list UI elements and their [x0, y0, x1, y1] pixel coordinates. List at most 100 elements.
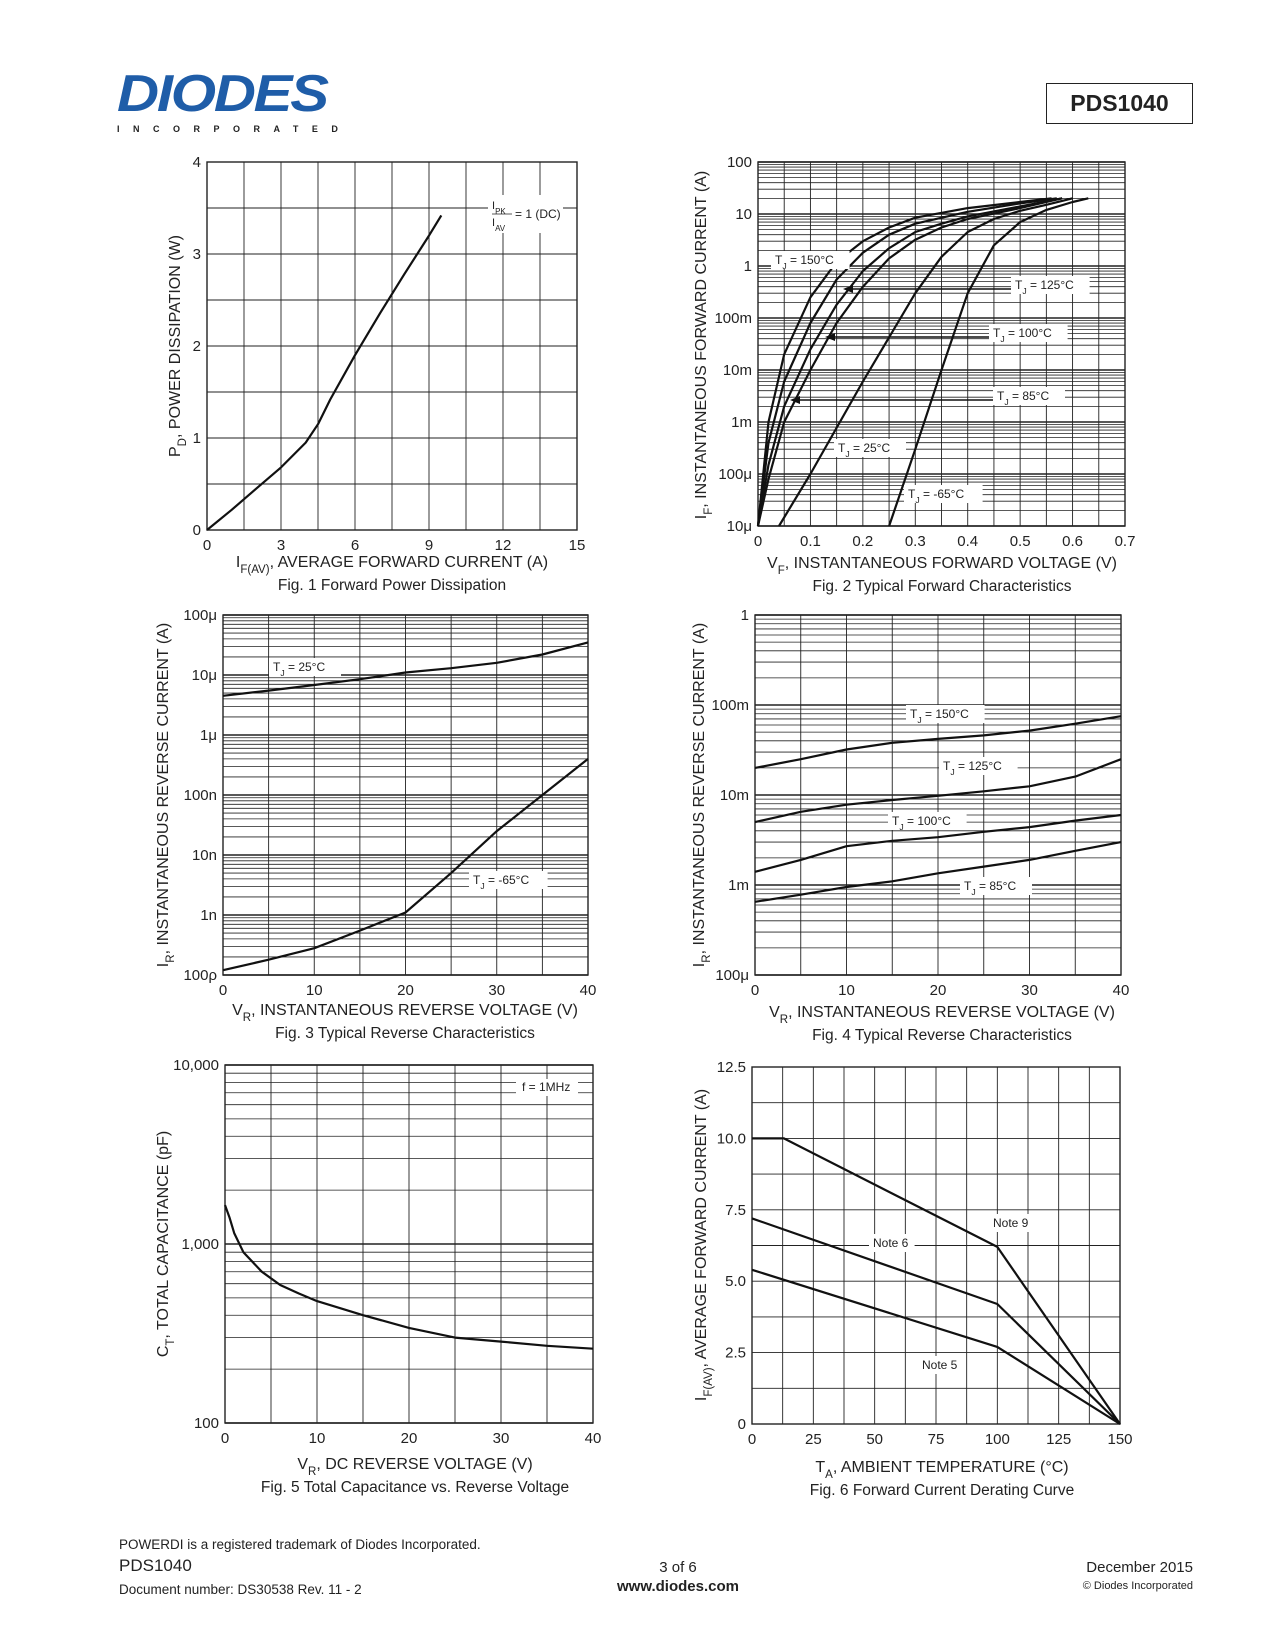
- logo-text: DIODES: [117, 65, 329, 123]
- y-tick-label: 10μ: [727, 518, 752, 535]
- series-label: Note 6: [873, 1236, 909, 1250]
- y-tick-label: 3: [193, 246, 201, 263]
- x-tick-label: 10: [309, 1430, 326, 1447]
- x-tick-label: 0: [203, 537, 211, 554]
- series-label: TJ​ = 85°C: [997, 389, 1049, 407]
- y-tick-label: 1μ: [200, 727, 217, 744]
- chart-frame: [206, 161, 578, 531]
- y-tick-label: 100m: [714, 310, 752, 327]
- y-tick-label: 5.0: [725, 1273, 746, 1290]
- arrow-head: [825, 333, 835, 341]
- y-tick-label: 1m: [731, 414, 752, 431]
- x-axis-label: TA​, AMBIENT TEMPERATURE (°C): [815, 1459, 1068, 1481]
- y-tick-label: 1: [741, 607, 749, 624]
- series-label: Note 5: [922, 1358, 958, 1372]
- x-tick-label: 0: [754, 533, 762, 550]
- y-tick-label: 12.5: [717, 1059, 746, 1076]
- footer-website[interactable]: www.diodes.com: [617, 1578, 739, 1595]
- x-tick-label: 40: [580, 982, 597, 999]
- y-tick-label: 100: [194, 1415, 219, 1432]
- series-label: Note 9: [993, 1216, 1029, 1230]
- series-line: [756, 197, 1063, 527]
- x-tick-label: 0: [751, 982, 759, 999]
- footer-page: 3 of 6: [659, 1559, 697, 1576]
- y-tick-label: 1,000: [181, 1236, 219, 1253]
- annotation-text: I_PK / I_AV = 1 (DC): [0, 0, 10, 1]
- x-tick-label: 75: [928, 1431, 945, 1448]
- series-label-bg: [904, 485, 983, 503]
- y-tick-label: 4: [193, 154, 201, 171]
- footer-trademark: POWERDI is a registered trademark of Dio…: [119, 1537, 481, 1552]
- series-line: [754, 758, 1122, 824]
- x-tick-label: 125: [1046, 1431, 1071, 1448]
- y-tick-label: 100n: [184, 787, 217, 804]
- x-tick-label: 0.3: [905, 533, 926, 550]
- footer-part-number: PDS1040: [119, 1556, 192, 1575]
- series-label: TJ​ = 25°C: [273, 660, 325, 678]
- series-label: TJ​ = 125°C: [943, 759, 1002, 777]
- y-tick-label: 10n: [192, 847, 217, 864]
- annotation-bg: [516, 1079, 578, 1096]
- chart-caption: Fig. 2 Typical Forward Characteristics: [813, 578, 1072, 595]
- series-line: [222, 758, 589, 972]
- y-tick-label: 100ρ: [183, 967, 217, 984]
- chart-frame: [757, 161, 1126, 527]
- chart-caption: Fig. 4 Typical Reverse Characteristics: [812, 1027, 1072, 1044]
- y-tick-label: 100μ: [718, 466, 752, 483]
- annotation-value: = 1 (DC): [515, 207, 561, 221]
- x-tick-label: 0.5: [1010, 533, 1031, 550]
- chart-fig2: 0 0.1 0.2 0.3 0.4 0.5 0.6 0.7 10μ 100μ 1m 10m 100m 1 1…: [693, 154, 1135, 595]
- y-tick-label: 1n: [200, 907, 217, 924]
- series-line: [778, 197, 1073, 527]
- x-tick-label: 20: [397, 982, 414, 999]
- series-label-bg: [834, 439, 906, 457]
- y-tick-label: 10.0: [717, 1130, 746, 1147]
- series-line: [222, 641, 589, 697]
- series-label-bg: [1011, 276, 1090, 294]
- series-label: TJ​ = 100°C: [892, 814, 951, 832]
- x-tick-label: 10: [306, 982, 323, 999]
- chart-caption: Fig. 6 Forward Current Derating Curve: [810, 1482, 1074, 1499]
- diodes-logo: DIODES INCORPORATED: [117, 68, 352, 138]
- x-tick-label: 10: [838, 982, 855, 999]
- series-line: [751, 1217, 1121, 1425]
- y-tick-label: 100m: [711, 697, 749, 714]
- logo-subtext: INCORPORATED: [117, 124, 352, 134]
- x-tick-label: 0.7: [1115, 533, 1136, 550]
- x-tick-label: 12: [495, 537, 512, 554]
- y-tick-label: 1: [193, 430, 201, 447]
- x-tick-label: 40: [585, 1430, 602, 1447]
- x-axis-label: VR​, INSTANTANEOUS REVERSE VOLTAGE (V): [769, 1004, 1115, 1026]
- x-tick-label: 0.4: [957, 533, 978, 550]
- x-tick-label: 0: [221, 1430, 229, 1447]
- x-tick-label: 100: [985, 1431, 1010, 1448]
- chart-caption: Fig. 1 Forward Power Dissipation: [278, 577, 506, 594]
- x-axis-label: VR​, INSTANTANEOUS REVERSE VOLTAGE (V): [232, 1002, 578, 1024]
- annotation-text: f = 1MHz: [522, 1080, 570, 1094]
- y-tick-label: 2.5: [725, 1345, 746, 1362]
- x-tick-label: 0.6: [1062, 533, 1083, 550]
- x-tick-label: 25: [805, 1431, 822, 1448]
- footer-copyright: © Diodes Incorporated: [1082, 1580, 1193, 1592]
- x-axis-label: VF​, INSTANTANEOUS FORWARD VOLTAGE (V): [767, 555, 1117, 577]
- series-label-bg: [869, 1234, 915, 1252]
- series-label: TJ​ = 150°C: [910, 707, 969, 725]
- series-label: TJ​ = 85°C: [964, 879, 1016, 897]
- y-tick-label: 100μ: [183, 607, 217, 624]
- x-tick-label: 3: [277, 537, 285, 554]
- series-label: TJ​ = 25°C: [838, 441, 890, 459]
- series-line: [223, 1204, 594, 1350]
- x-tick-label: 15: [569, 537, 586, 554]
- x-axis-label: IF(AV)​, AVERAGE FORWARD CURRENT (A): [236, 554, 548, 576]
- series-label-bg: [771, 251, 850, 269]
- y-tick-label: 100: [727, 154, 752, 171]
- series-line: [756, 197, 1052, 527]
- x-tick-label: 20: [401, 1430, 418, 1447]
- series-label-bg: [918, 1356, 964, 1374]
- y-axis-label: PD​, POWER DISSIPATION (W): [167, 235, 189, 457]
- series-label-bg: [469, 871, 548, 889]
- y-tick-label: 2: [193, 338, 201, 355]
- series-label: TJ​ = 125°C: [1015, 278, 1074, 296]
- arrow-head: [790, 396, 800, 404]
